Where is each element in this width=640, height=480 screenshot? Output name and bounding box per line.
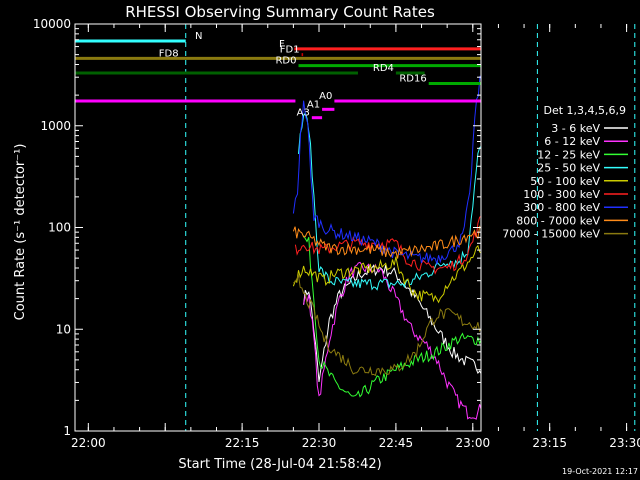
legend-label: 100 - 300 keV [523, 188, 600, 201]
series-line-6 [292, 75, 481, 266]
series-line-1 [303, 261, 481, 420]
x-tick-label: 22:00 [71, 436, 106, 450]
series-line-4 [292, 244, 481, 304]
x-tick-label: 23:15 [532, 436, 567, 450]
series-line-0 [303, 264, 481, 382]
y-axis-label: Count Rate (s⁻¹ detector⁻¹) [13, 144, 28, 321]
legend-label: 800 - 7000 keV [516, 214, 600, 227]
x-tick-label: 23:30 [609, 436, 640, 450]
state-label-a0: A0 [319, 91, 332, 102]
state-label-fd8: FD8 [159, 48, 179, 59]
series-group [75, 39, 481, 420]
chart-title: RHESSI Observing Summary Count Rates [125, 3, 435, 21]
timestamp: 19-Oct-2021 12:17 [562, 467, 638, 476]
legend-label: 3 - 6 keV [551, 122, 600, 135]
state-label-rd16: RD16 [399, 74, 426, 85]
x-tick-label: 23:00 [456, 436, 491, 450]
legend-label: 50 - 100 keV [530, 175, 600, 188]
series-line-2 [303, 235, 481, 398]
legend-label: 25 - 50 keV [537, 162, 600, 175]
series-line-7 [292, 225, 481, 259]
state-label-rd0: RD0 [275, 56, 296, 67]
state-label-f: F [279, 39, 285, 50]
x-axis-label: Start Time (28-Jul-04 21:58:42) [178, 457, 381, 472]
y-tick-label: 1000 [40, 119, 71, 133]
legend-label: 12 - 25 keV [537, 148, 600, 161]
x-tick-label: 22:45 [379, 436, 414, 450]
y-tick-label: 100 [48, 221, 71, 235]
series-line-8 [293, 273, 481, 377]
state-label-fd1: FD1 [280, 45, 300, 56]
series-line-3 [298, 111, 481, 291]
legend-label: 300 - 800 keV [523, 201, 600, 214]
y-tick-label: 10 [56, 322, 71, 336]
legend-label: 7000 - 15000 keV [502, 228, 600, 241]
state-label-a1: A1 [307, 99, 320, 110]
state-label-a3: A3 [297, 108, 310, 119]
x-tick-label: 22:15 [225, 436, 260, 450]
x-tick-label: 22:30 [302, 436, 337, 450]
state-label-n: N [195, 31, 202, 42]
plot-frame [74, 23, 482, 432]
y-tick-label: 10000 [33, 17, 71, 31]
legend-label: 6 - 12 keV [544, 135, 600, 148]
legend-title: Det 1,3,4,5,6,9 [543, 104, 626, 117]
y-tick-label: 1 [63, 424, 71, 438]
series-line-5 [294, 216, 481, 275]
state-label-rd4: RD4 [373, 63, 394, 74]
